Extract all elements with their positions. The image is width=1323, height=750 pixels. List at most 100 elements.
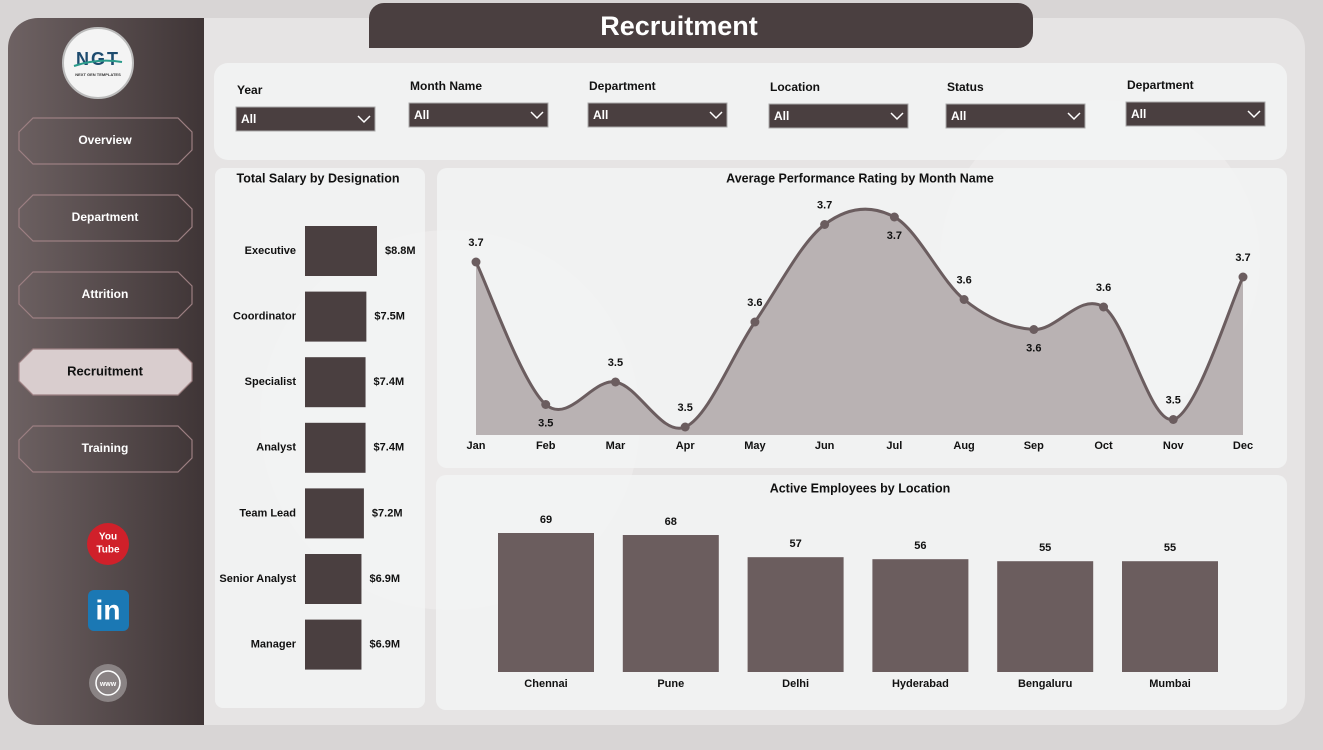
nav-label: Attrition bbox=[82, 287, 129, 301]
x-tick-label: Nov bbox=[1163, 440, 1185, 452]
bar bbox=[305, 488, 364, 539]
data-label: 3.5 bbox=[1166, 394, 1181, 406]
data-label: 57 bbox=[789, 538, 801, 550]
filter-label: Month Name bbox=[410, 79, 482, 93]
bar bbox=[305, 291, 367, 342]
bar bbox=[872, 559, 969, 672]
line bbox=[474, 207, 1245, 430]
dropdown-arrow bbox=[890, 112, 904, 121]
point bbox=[610, 377, 620, 387]
point bbox=[820, 220, 830, 229]
bar bbox=[622, 535, 719, 672]
data-label: $6.9M bbox=[369, 573, 400, 585]
filters: Year All Month Name All Department All Locatio… bbox=[235, 78, 1266, 132]
data-label: 3.7 bbox=[817, 199, 832, 211]
nav-button[interactable] bbox=[18, 194, 193, 242]
filter-value: All bbox=[774, 109, 789, 123]
x-tick-label: May bbox=[744, 440, 766, 452]
x-tick-label: Mar bbox=[606, 440, 626, 452]
logo-swoosh bbox=[73, 59, 123, 67]
bar bbox=[305, 554, 362, 604]
bar bbox=[305, 422, 366, 473]
x-tick-label: Sep bbox=[1024, 440, 1044, 452]
filter-dropdown[interactable] bbox=[587, 102, 728, 128]
point bbox=[471, 257, 481, 267]
bar bbox=[1122, 561, 1218, 672]
bar bbox=[305, 619, 362, 670]
nav-button[interactable] bbox=[18, 425, 193, 473]
chart-title: Total Salary by Designation bbox=[236, 171, 399, 185]
x-tick-label: Chennai bbox=[524, 678, 567, 690]
point bbox=[1099, 302, 1109, 312]
data-label: 3.5 bbox=[608, 357, 623, 369]
bar bbox=[747, 557, 844, 672]
linkedin-icon[interactable] bbox=[88, 590, 129, 631]
web-icon[interactable] bbox=[89, 664, 127, 702]
nav: Overview Department Attrition Recruitment Tr… bbox=[18, 117, 193, 473]
data-label: 3.5 bbox=[538, 417, 553, 429]
point bbox=[1029, 325, 1039, 334]
point bbox=[750, 317, 760, 327]
filter-label: Year bbox=[237, 83, 263, 97]
filter-dropdown[interactable] bbox=[1125, 101, 1266, 127]
x-tick-label: Oct bbox=[1094, 440, 1113, 452]
dropdown-arrow bbox=[709, 111, 723, 120]
nav-button[interactable] bbox=[18, 117, 193, 165]
data-label: 3.7 bbox=[887, 230, 902, 242]
y-category-label: Executive bbox=[245, 245, 296, 257]
filter-label: Status bbox=[947, 80, 984, 94]
nav-label: Recruitment bbox=[67, 363, 144, 378]
filter-card bbox=[214, 63, 1287, 160]
x-tick-label: Aug bbox=[953, 440, 974, 452]
y-category-label: Analyst bbox=[256, 442, 296, 454]
nav-label: Department bbox=[72, 210, 139, 224]
point bbox=[959, 295, 969, 304]
x-tick-label: Dec bbox=[1233, 440, 1253, 452]
web-globe bbox=[95, 670, 121, 696]
filter-value: All bbox=[414, 108, 429, 122]
logo-text: NGT bbox=[76, 49, 120, 69]
filter-dropdown[interactable] bbox=[768, 103, 909, 129]
data-label: 3.6 bbox=[1096, 282, 1111, 294]
filter-dropdown[interactable] bbox=[235, 106, 376, 132]
filter-value: All bbox=[1131, 107, 1146, 121]
dropdown-arrow bbox=[1247, 110, 1261, 119]
x-tick-label: Jan bbox=[467, 440, 486, 452]
youtube-icon[interactable] bbox=[87, 523, 129, 565]
logo bbox=[62, 27, 134, 99]
point bbox=[889, 212, 899, 222]
x-tick-label: Pune bbox=[657, 678, 684, 690]
data-label: $7.4M bbox=[374, 376, 405, 388]
y-category-label: Manager bbox=[251, 639, 297, 651]
dropdown-arrow bbox=[530, 111, 544, 120]
data-label: 55 bbox=[1164, 542, 1176, 554]
nav-button[interactable] bbox=[18, 348, 193, 396]
x-tick-label: Jun bbox=[815, 440, 835, 452]
data-label: 56 bbox=[914, 540, 926, 552]
nav-label: Training bbox=[82, 441, 129, 455]
data-label: 3.7 bbox=[468, 237, 483, 249]
filter-dropdown[interactable] bbox=[408, 102, 549, 128]
x-tick-label: Apr bbox=[676, 440, 696, 452]
filter-dropdown[interactable] bbox=[945, 103, 1086, 129]
nav-button[interactable] bbox=[18, 271, 193, 319]
filter-value: All bbox=[951, 109, 966, 123]
web-text: www bbox=[99, 681, 117, 688]
page-title: Recruitment bbox=[600, 11, 758, 41]
bar bbox=[498, 533, 594, 672]
filter-value: All bbox=[593, 108, 608, 122]
data-label: $7.5M bbox=[374, 311, 405, 323]
youtube-text: You bbox=[99, 532, 117, 543]
x-tick-label: Jul bbox=[886, 440, 902, 452]
data-label: 69 bbox=[540, 514, 552, 526]
filter-label: Location bbox=[770, 80, 820, 94]
bar bbox=[305, 357, 366, 408]
bar bbox=[305, 226, 377, 276]
chart-title: Active Employees by Location bbox=[770, 481, 951, 495]
data-label: 3.6 bbox=[747, 297, 762, 309]
filter-label: Department bbox=[1127, 78, 1194, 92]
linkedin-text: in bbox=[96, 594, 121, 625]
nav-label: Overview bbox=[78, 133, 132, 147]
y-category-label: Specialist bbox=[245, 376, 297, 388]
